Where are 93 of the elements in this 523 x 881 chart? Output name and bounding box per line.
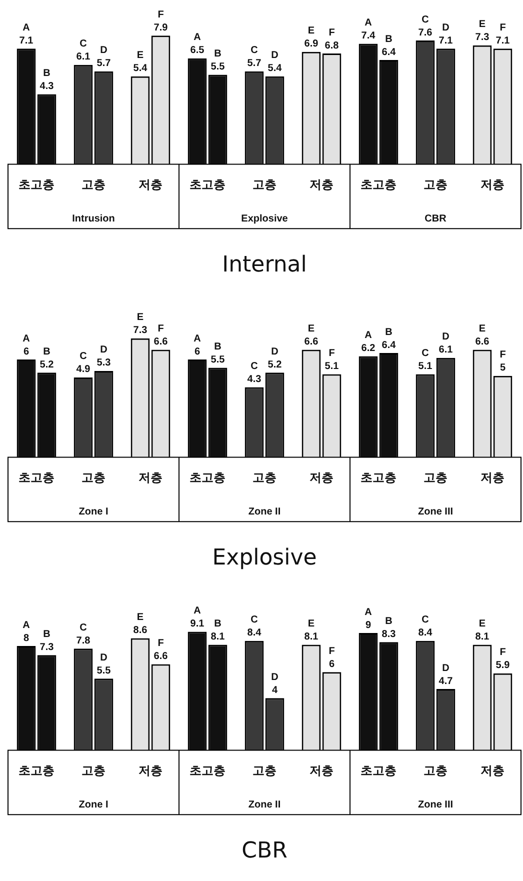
data-label: B 6.4 [382,34,396,58]
data-label: E 7.3 [133,312,148,336]
x-tick-label: 고층 [424,764,448,778]
data-label: E 8.6 [133,612,148,636]
data-label: D 4.7 [438,662,454,687]
data-label: C 8.4 [418,614,433,639]
data-label: B 5.2 [40,346,54,370]
data-label: A 8 [22,620,30,644]
text: CBR [242,838,288,864]
data-label: D 6.1 [438,332,454,356]
data-label: F 7.1 [496,22,510,46]
data-label: C 6.1 [76,38,91,63]
x-tick-label: 저층 [310,178,334,192]
data-label: C 5.1 [418,348,433,372]
x-tick-label: 고층 [424,470,448,485]
data-label: F 6 [328,646,335,670]
text: Intrusion [72,213,115,224]
text: Zone II [248,799,281,810]
data-label: E 6.6 [475,324,490,348]
x-tick-label: 저층 [480,178,504,192]
data-label: C 4.9 [76,351,91,376]
text: Zone I [78,799,108,810]
x-tick-label: 저층 [480,764,504,778]
data-label: E 5.4 [133,50,148,74]
text: Zone III [418,799,454,810]
data-label: A 6 [22,333,30,358]
x-tick-label: 저층 [480,470,504,485]
data-label: A 9.1 [190,605,205,630]
data-label: A 9 [364,606,372,631]
x-tick-label: 초고층 [360,470,396,485]
x-tick-label: 고층 [82,178,106,192]
data-label: D 5.2 [268,346,282,370]
text: CBR [424,213,448,224]
data-label: E 8.1 [304,618,319,642]
data-label: E 7.3 [475,19,490,44]
text: Explosive [241,213,288,224]
x-tick-label: 초고층 [360,764,396,778]
data-label: B 4.3 [40,68,54,92]
text: Explosive [212,546,317,571]
x-tick-label: 저층 [138,178,162,192]
x-tick-label: 고층 [82,764,106,778]
data-label: B 6.4 [382,326,396,351]
x-tick-label: 저층 [310,764,334,778]
data-label: C 8.4 [247,614,262,639]
data-label: F 6.6 [154,324,168,348]
x-tick-label: 고층 [424,178,448,192]
x-tick-label: 고층 [252,178,276,192]
data-label: C 7.8 [76,622,91,646]
data-label: E 8.1 [475,618,490,642]
text: Zone I [78,506,108,518]
data-label: C 4.3 [247,360,262,385]
data-label: C 5.7 [247,45,262,70]
x-tick-label: 저층 [138,764,162,778]
data-label: E 6.6 [304,324,319,348]
x-tick-label: 초고층 [360,178,396,192]
data-label: B 5.5 [210,341,226,366]
data-label: F 7.9 [154,9,168,34]
x-tick-label: 저층 [310,470,334,485]
data-label: B 5.5 [210,48,226,72]
data-label: A 7.1 [19,22,34,46]
x-tick-label: 고층 [82,470,106,485]
data-label: E 6.9 [304,26,319,50]
data-label: F 5 [500,350,506,374]
x-tick-label: 초고층 [190,470,226,485]
data-label: F 5.9 [496,647,510,672]
x-tick-label: 초고층 [18,178,54,192]
data-label: A 6.5 [190,32,205,56]
x-tick-label: 초고층 [18,764,54,778]
text: Internal [222,252,307,278]
data-label: A 7.4 [361,18,376,42]
data-label: B 8.3 [382,616,396,640]
data-label: F 5.1 [324,348,340,372]
data-label: D 4 [271,672,278,696]
data-label: F 6.6 [154,638,168,662]
text: Zone III [418,506,454,518]
data-label: D 7.1 [438,22,454,46]
x-tick-label: 초고층 [190,178,226,192]
x-tick-label: 고층 [252,764,276,778]
data-label: D 5.5 [96,652,112,676]
x-tick-label: 초고층 [190,764,226,778]
x-tick-label: 초고층 [18,470,54,485]
x-tick-label: 고층 [252,470,276,485]
data-label: D 5.3 [96,344,112,369]
data-label: F 6.8 [324,27,340,52]
data-label: B 8.1 [210,618,226,642]
data-label: A 6 [194,333,201,358]
data-label: C 7.6 [418,14,433,38]
data-label: D 5.4 [268,50,282,74]
text: Zone II [248,506,281,518]
data-label: A 6.2 [361,330,376,354]
x-tick-label: 저층 [138,470,162,485]
data-label: D 5.7 [96,45,112,70]
data-label: B 7.3 [40,628,54,653]
